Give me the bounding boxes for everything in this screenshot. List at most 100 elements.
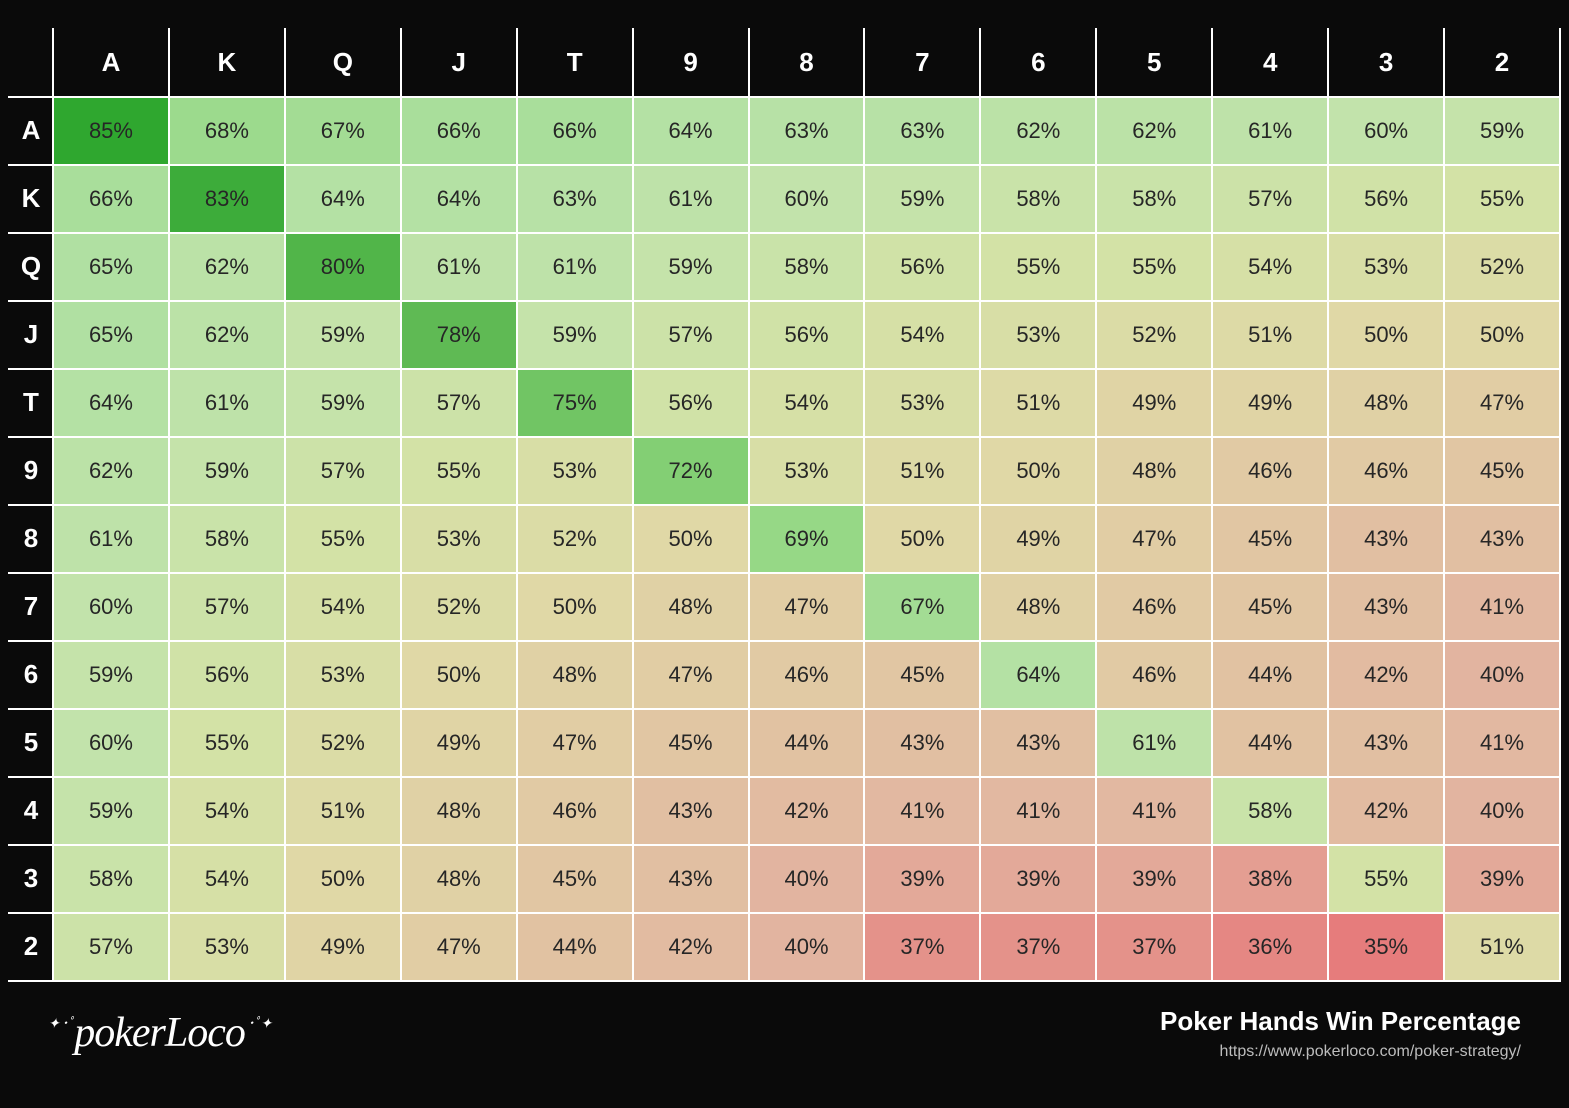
cell-K-J: 64% — [401, 165, 517, 233]
row-header-9: 9 — [9, 437, 53, 505]
col-header-6: 6 — [980, 29, 1096, 97]
cell-5-5: 61% — [1096, 709, 1212, 777]
poker-win-percentage-chart: AKQJT98765432 A85%68%67%66%66%64%63%63%6… — [0, 20, 1569, 1089]
cell-A-8: 63% — [749, 97, 865, 165]
cell-Q-A: 65% — [53, 233, 169, 301]
col-header-K: K — [169, 29, 285, 97]
row-header-5: 5 — [9, 709, 53, 777]
cell-9-Q: 57% — [285, 437, 401, 505]
cell-J-9: 57% — [633, 301, 749, 369]
cell-T-Q: 59% — [285, 369, 401, 437]
cell-3-9: 43% — [633, 845, 749, 913]
cell-7-5: 46% — [1096, 573, 1212, 641]
cell-5-7: 43% — [864, 709, 980, 777]
cell-K-7: 59% — [864, 165, 980, 233]
cell-A-J: 66% — [401, 97, 517, 165]
cell-8-7: 50% — [864, 505, 980, 573]
cell-2-K: 53% — [169, 913, 285, 981]
cell-3-7: 39% — [864, 845, 980, 913]
cell-J-2: 50% — [1444, 301, 1560, 369]
cell-6-9: 47% — [633, 641, 749, 709]
cell-5-2: 41% — [1444, 709, 1560, 777]
cell-8-Q: 55% — [285, 505, 401, 573]
cell-7-T: 50% — [517, 573, 633, 641]
cell-9-7: 51% — [864, 437, 980, 505]
cell-6-A: 59% — [53, 641, 169, 709]
cell-5-3: 43% — [1328, 709, 1444, 777]
cell-8-K: 58% — [169, 505, 285, 573]
cell-7-A: 60% — [53, 573, 169, 641]
cell-Q-4: 54% — [1212, 233, 1328, 301]
cell-K-8: 60% — [749, 165, 865, 233]
row-header-2: 2 — [9, 913, 53, 981]
cell-9-2: 45% — [1444, 437, 1560, 505]
row-header-T: T — [9, 369, 53, 437]
cell-K-3: 56% — [1328, 165, 1444, 233]
cell-8-J: 53% — [401, 505, 517, 573]
cell-4-4: 58% — [1212, 777, 1328, 845]
cell-4-A: 59% — [53, 777, 169, 845]
cell-5-A: 60% — [53, 709, 169, 777]
cell-5-J: 49% — [401, 709, 517, 777]
cell-3-A: 58% — [53, 845, 169, 913]
cell-T-6: 51% — [980, 369, 1096, 437]
cell-K-4: 57% — [1212, 165, 1328, 233]
col-header-7: 7 — [864, 29, 980, 97]
cell-A-9: 64% — [633, 97, 749, 165]
cell-Q-2: 52% — [1444, 233, 1560, 301]
cell-9-J: 55% — [401, 437, 517, 505]
cell-J-J: 78% — [401, 301, 517, 369]
cell-7-6: 48% — [980, 573, 1096, 641]
cell-A-A: 85% — [53, 97, 169, 165]
row-header-6: 6 — [9, 641, 53, 709]
cell-T-4: 49% — [1212, 369, 1328, 437]
cell-2-5: 37% — [1096, 913, 1212, 981]
cell-T-7: 53% — [864, 369, 980, 437]
cell-7-2: 41% — [1444, 573, 1560, 641]
cell-K-6: 58% — [980, 165, 1096, 233]
cell-K-T: 63% — [517, 165, 633, 233]
cell-J-Q: 59% — [285, 301, 401, 369]
row-header-Q: Q — [9, 233, 53, 301]
cell-9-K: 59% — [169, 437, 285, 505]
cell-6-2: 40% — [1444, 641, 1560, 709]
chart-title: Poker Hands Win Percentage — [1160, 1006, 1521, 1037]
cell-3-T: 45% — [517, 845, 633, 913]
cell-6-Q: 53% — [285, 641, 401, 709]
col-header-Q: Q — [285, 29, 401, 97]
cell-6-6: 64% — [980, 641, 1096, 709]
cell-9-4: 46% — [1212, 437, 1328, 505]
cell-5-4: 44% — [1212, 709, 1328, 777]
cell-7-Q: 54% — [285, 573, 401, 641]
cell-9-A: 62% — [53, 437, 169, 505]
cell-8-8: 69% — [749, 505, 865, 573]
cell-J-3: 50% — [1328, 301, 1444, 369]
cell-5-9: 45% — [633, 709, 749, 777]
cell-K-A: 66% — [53, 165, 169, 233]
col-header-8: 8 — [749, 29, 865, 97]
cell-4-6: 41% — [980, 777, 1096, 845]
cell-A-2: 59% — [1444, 97, 1560, 165]
cell-4-J: 48% — [401, 777, 517, 845]
row-header-7: 7 — [9, 573, 53, 641]
cell-J-4: 51% — [1212, 301, 1328, 369]
cell-5-T: 47% — [517, 709, 633, 777]
chart-source-url: https://www.pokerloco.com/poker-strategy… — [1160, 1043, 1521, 1061]
cell-K-9: 61% — [633, 165, 749, 233]
cell-K-2: 55% — [1444, 165, 1560, 233]
cell-2-Q: 49% — [285, 913, 401, 981]
cell-2-9: 42% — [633, 913, 749, 981]
cell-7-K: 57% — [169, 573, 285, 641]
row-header-8: 8 — [9, 505, 53, 573]
cell-4-3: 42% — [1328, 777, 1444, 845]
win-percentage-table: AKQJT98765432 A85%68%67%66%66%64%63%63%6… — [8, 28, 1561, 982]
cell-Q-6: 55% — [980, 233, 1096, 301]
cell-A-4: 61% — [1212, 97, 1328, 165]
cell-9-T: 53% — [517, 437, 633, 505]
cell-6-5: 46% — [1096, 641, 1212, 709]
cell-7-9: 48% — [633, 573, 749, 641]
cell-T-5: 49% — [1096, 369, 1212, 437]
cell-5-K: 55% — [169, 709, 285, 777]
cell-6-8: 46% — [749, 641, 865, 709]
col-header-A: A — [53, 29, 169, 97]
